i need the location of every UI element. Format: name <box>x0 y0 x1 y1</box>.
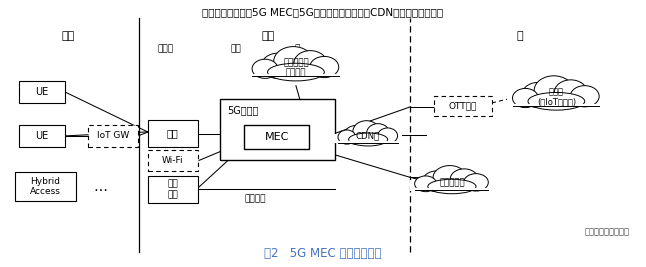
Ellipse shape <box>512 88 538 108</box>
Ellipse shape <box>433 166 466 190</box>
Text: 基站: 基站 <box>167 128 179 139</box>
Text: IoT GW: IoT GW <box>97 131 129 140</box>
Bar <box>148 120 198 147</box>
Bar <box>247 65 345 77</box>
Text: 电信云服务
网级互助: 电信云服务 网级互助 <box>283 58 309 77</box>
Text: Wi-Fi: Wi-Fi <box>162 156 183 165</box>
Ellipse shape <box>422 171 451 192</box>
Ellipse shape <box>378 128 397 144</box>
Text: 固定
接入: 固定 接入 <box>167 180 178 199</box>
Text: 产业互联网: 产业互联网 <box>439 178 464 187</box>
Bar <box>19 125 65 147</box>
Text: 5G核心网: 5G核心网 <box>227 105 259 115</box>
Ellipse shape <box>534 76 574 105</box>
Text: OTT边缘: OTT边缘 <box>449 102 477 111</box>
Bar <box>148 176 198 203</box>
Ellipse shape <box>344 125 367 144</box>
Ellipse shape <box>338 130 356 144</box>
Ellipse shape <box>570 86 599 107</box>
Bar <box>88 125 138 147</box>
Ellipse shape <box>367 124 390 142</box>
Ellipse shape <box>522 83 555 108</box>
Ellipse shape <box>450 169 478 190</box>
Text: 从部署位置，图解5G MEC与5G核心网、工业私网、CDN云、公有云的关系: 从部署位置，图解5G MEC与5G核心网、工业私网、CDN云、公有云的关系 <box>202 7 444 17</box>
Bar <box>507 94 605 106</box>
Ellipse shape <box>464 174 488 191</box>
Bar <box>335 134 402 143</box>
Ellipse shape <box>274 47 313 76</box>
Text: UE: UE <box>36 87 48 97</box>
Text: 图2   5G MEC 网络部署位置: 图2 5G MEC 网络部署位置 <box>264 247 382 260</box>
Ellipse shape <box>528 92 585 110</box>
Text: CDN云: CDN云 <box>356 132 380 141</box>
Bar <box>148 151 198 171</box>
Ellipse shape <box>310 56 339 78</box>
Text: 工业私网: 工业私网 <box>245 194 266 203</box>
Bar <box>15 172 76 201</box>
Text: UE: UE <box>36 131 48 141</box>
Text: MEC: MEC <box>264 132 289 142</box>
Text: 管道: 管道 <box>262 31 275 41</box>
Bar <box>19 81 65 103</box>
Text: 省: 省 <box>295 45 300 53</box>
Text: …: … <box>94 180 108 194</box>
Text: 地市: 地市 <box>231 45 242 53</box>
Ellipse shape <box>428 179 476 194</box>
Text: 华为云核研究部分析: 华为云核研究部分析 <box>584 227 629 236</box>
Ellipse shape <box>353 121 380 142</box>
Ellipse shape <box>262 53 295 78</box>
Text: 终端: 终端 <box>62 31 75 41</box>
Ellipse shape <box>554 80 587 105</box>
Text: Hybrid
Access: Hybrid Access <box>30 177 61 196</box>
Bar <box>410 180 494 191</box>
Ellipse shape <box>294 51 327 76</box>
Text: 公有云
(含IoT等多种): 公有云 (含IoT等多种) <box>537 87 576 107</box>
Text: 站点级: 站点级 <box>157 45 173 53</box>
Text: 云: 云 <box>516 31 523 41</box>
Bar <box>244 125 309 150</box>
Ellipse shape <box>267 63 324 81</box>
Ellipse shape <box>252 59 278 78</box>
Ellipse shape <box>349 133 388 146</box>
Ellipse shape <box>415 176 437 192</box>
Bar <box>220 99 335 160</box>
Bar <box>434 96 492 116</box>
